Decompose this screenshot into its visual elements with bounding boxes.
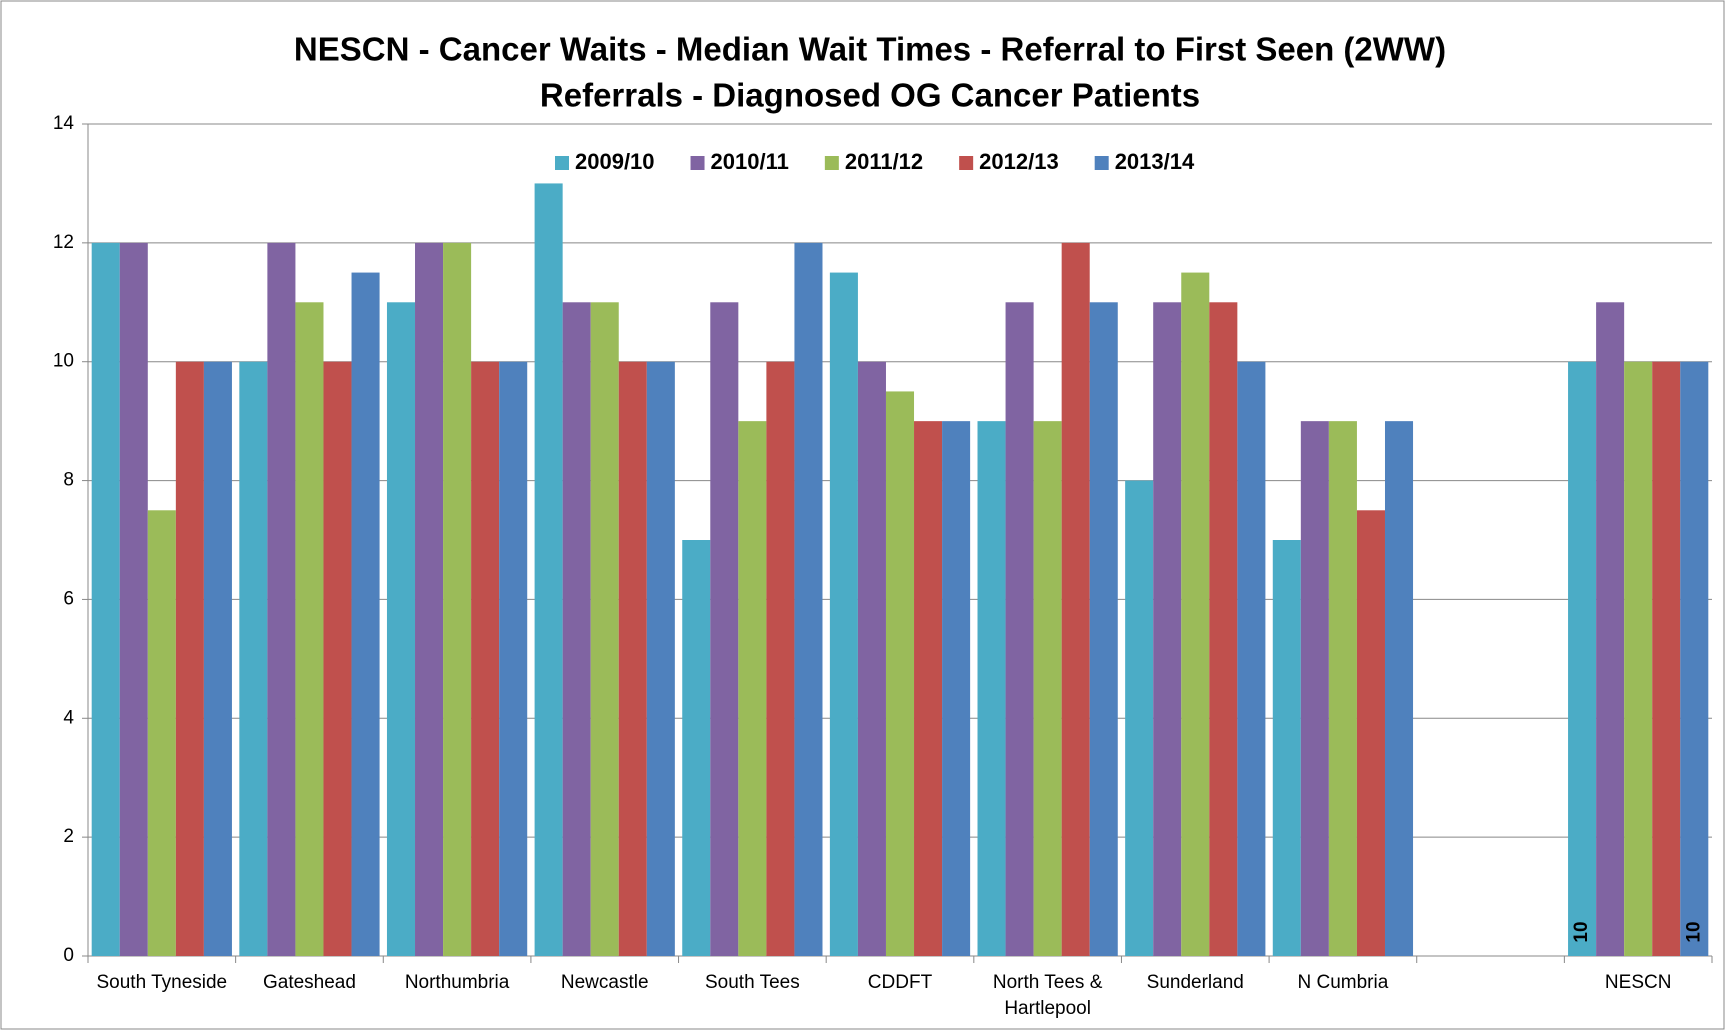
bar	[1005, 302, 1034, 956]
bar	[267, 242, 296, 956]
bar	[618, 361, 647, 956]
bar	[1181, 272, 1210, 957]
bar	[147, 510, 176, 956]
bar	[415, 242, 444, 956]
x-tick-label: Northumbria	[405, 972, 510, 993]
legend-swatch	[1094, 156, 1109, 170]
bar	[562, 302, 591, 956]
bar	[1272, 540, 1301, 956]
x-tick-label: South Tees	[705, 972, 800, 993]
bar	[942, 421, 971, 957]
bar	[471, 361, 500, 956]
bar	[1680, 361, 1709, 956]
y-tick-label: 8	[63, 470, 74, 491]
legend-swatch	[690, 156, 705, 170]
y-tick-label: 6	[63, 588, 74, 609]
bar	[1652, 361, 1681, 956]
bar	[499, 361, 528, 956]
legend-swatch	[824, 156, 839, 170]
bar	[710, 302, 739, 956]
x-tick-label: North Tees & Hartlepool	[993, 972, 1103, 1019]
y-tick-label: 12	[53, 232, 74, 253]
bar	[1125, 480, 1154, 956]
bar	[1033, 421, 1062, 957]
chart-subtitle: Referrals - Diagnosed OG Cancer Patients	[540, 77, 1200, 114]
bar	[1328, 421, 1357, 957]
bar	[351, 272, 380, 957]
legend-label: 2013/14	[1115, 149, 1195, 174]
x-tick-label: Newcastle	[561, 972, 649, 993]
x-tick-label: N Cumbria	[1298, 972, 1389, 993]
bar	[203, 361, 232, 956]
bar	[239, 361, 268, 956]
x-tick-label: CDDFT	[868, 972, 933, 993]
bar	[443, 242, 472, 956]
bar	[1153, 302, 1182, 956]
bar	[1089, 302, 1118, 956]
bar	[175, 361, 204, 956]
bar	[1624, 361, 1653, 956]
x-tick-label: Sunderland	[1147, 972, 1244, 993]
bar	[857, 361, 886, 956]
bar	[1061, 242, 1090, 956]
bar	[1596, 302, 1625, 956]
legend-label: 2009/10	[575, 149, 655, 174]
bar	[590, 302, 619, 956]
y-tick-label: 4	[63, 707, 74, 728]
bar	[91, 242, 120, 956]
legend-label: 2011/12	[845, 149, 923, 174]
data-label: 10	[1571, 921, 1592, 942]
legend-label: 2012/13	[979, 149, 1059, 174]
legend-label: 2010/11	[711, 149, 789, 174]
bar	[829, 272, 858, 957]
bar	[1209, 302, 1238, 956]
y-tick-label: 0	[63, 945, 74, 966]
data-label: 10	[1683, 921, 1704, 942]
x-tick-label: NESCN	[1605, 972, 1672, 993]
bar	[682, 540, 711, 956]
chart-title: NESCN - Cancer Waits - Median Wait Times…	[294, 31, 1446, 68]
bar	[534, 183, 563, 956]
bar	[885, 391, 915, 956]
y-tick-label: 2	[63, 826, 74, 847]
y-tick-label: 14	[53, 113, 75, 134]
bar	[386, 302, 416, 956]
x-tick-label: South Tyneside	[96, 972, 227, 993]
bar	[1384, 421, 1414, 957]
bar	[1300, 421, 1329, 957]
legend-swatch	[555, 156, 569, 170]
bar	[1237, 361, 1266, 956]
bar	[738, 421, 767, 957]
bar	[1568, 361, 1597, 956]
bar	[119, 242, 148, 956]
bar	[646, 361, 675, 956]
bar	[1356, 510, 1385, 956]
bar	[794, 242, 823, 956]
bar	[323, 361, 352, 956]
bar	[766, 361, 795, 956]
y-tick-label: 10	[53, 351, 74, 372]
bar	[914, 421, 943, 957]
bar	[977, 421, 1006, 957]
x-tick-label: Gateshead	[263, 972, 356, 993]
legend-swatch	[959, 156, 974, 170]
bar	[295, 302, 324, 956]
